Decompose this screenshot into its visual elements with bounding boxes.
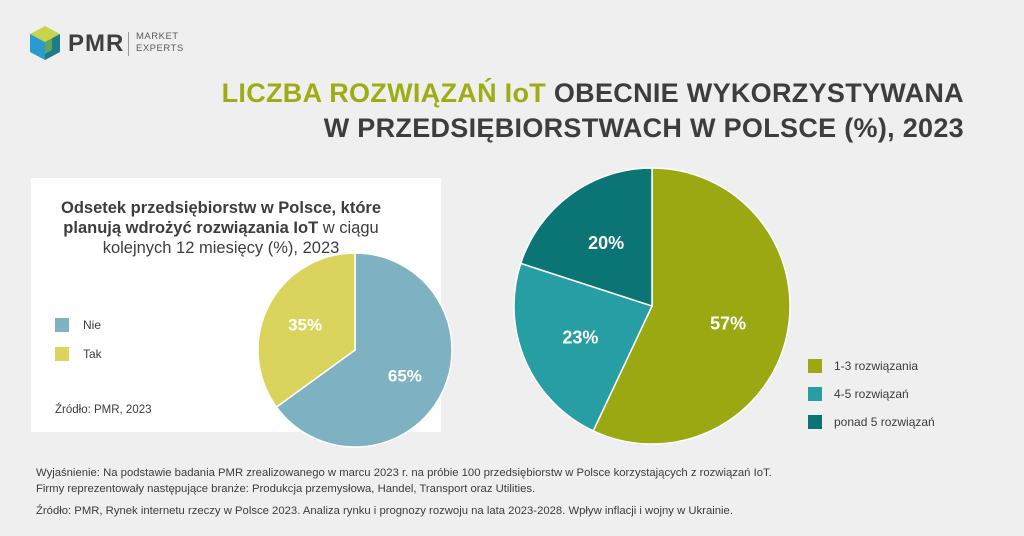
footnote-source: Źródło: PMR, Rynek internetu rzeczy w Po… — [36, 505, 733, 517]
logo-tagline: MARKET EXPERTS — [136, 31, 184, 55]
pie-slice-5-plus — [519, 167, 653, 308]
legend-item-5-plus: ponad 5 rozwiązań — [808, 408, 935, 436]
pie-slice-1-3 — [592, 167, 791, 445]
legend-label-nie: Nie — [83, 318, 102, 332]
legend-item-4-5: 4-5 rozwiązań — [808, 380, 935, 408]
pie-label-5-plus: 20% — [588, 233, 624, 253]
logo-divider — [128, 32, 129, 56]
title-highlight: LICZBA ROZWIĄZAŃ IoT — [221, 78, 547, 108]
pmr-logo-icon — [30, 26, 60, 60]
legend-swatch-4-5 — [808, 387, 822, 401]
title-line-1-rest: OBECNIE WYKORZYSTYWANA — [553, 78, 964, 108]
logo-tagline-2: EXPERTS — [136, 43, 184, 54]
pie-label-1-3: 57% — [710, 313, 746, 333]
logo-tagline-1: MARKET — [136, 31, 179, 42]
page-title: LICZBA ROZWIĄZAŃ IoT OBECNIE WYKORZYSTYW… — [222, 76, 964, 146]
pie-slice-4-5 — [513, 262, 654, 432]
plans-pie-chart: 65% 35% — [257, 252, 453, 448]
legend-item-1-3: 1-3 rozwiązania — [808, 352, 935, 380]
legend-item-nie: Nie — [55, 318, 101, 332]
pie-label-4-5: 23% — [562, 327, 598, 347]
legend-swatch-5-plus — [808, 415, 822, 429]
pie-label-tak: 35% — [288, 316, 322, 335]
footnote-explanation: Wyjaśnienie: Na podstawie badania PMR zr… — [36, 467, 772, 479]
legend-swatch-1-3 — [808, 359, 822, 373]
logo-brand: PMR — [68, 30, 125, 57]
panel-source: Źródło: PMR, 2023 — [55, 404, 152, 416]
legend-label-4-5: 4-5 rozwiązań — [834, 387, 909, 401]
panel-title-part-1: Odsetek przedsiębiorstw w Polsce, które … — [60, 199, 382, 237]
footnote-industries: Firmy reprezentowały następujące branże:… — [36, 483, 536, 495]
solutions-legend: 1-3 rozwiązania 4-5 rozwiązań ponad 5 ro… — [808, 352, 935, 436]
legend-label-1-3: 1-3 rozwiązania — [834, 359, 919, 373]
panel-title-part-2: w ciągu kolejnych 12 miesięcy (%), 2023 — [102, 219, 379, 257]
legend-item-tak: Tak — [55, 347, 102, 361]
pie-slice-nie — [275, 252, 453, 448]
legend-label-tak: Tak — [83, 347, 102, 361]
iot-solutions-pie-chart: 57% 23% 20% — [513, 167, 791, 445]
legend-swatch-nie — [55, 318, 69, 332]
panel-title: Odsetek przedsiębiorstw w Polsce, które … — [51, 198, 391, 258]
legend-swatch-tak — [55, 347, 69, 361]
pie-label-nie: 65% — [388, 366, 422, 385]
title-line-1: LICZBA ROZWIĄZAŃ IoT OBECNIE WYKORZYSTYW… — [222, 76, 964, 111]
pie-slice-tak — [257, 252, 356, 409]
legend-label-5-plus: ponad 5 rozwiązań — [834, 415, 935, 429]
title-line-2: W PRZEDSIĘBIORSTWACH W POLSCE (%), 2023 — [323, 113, 964, 143]
